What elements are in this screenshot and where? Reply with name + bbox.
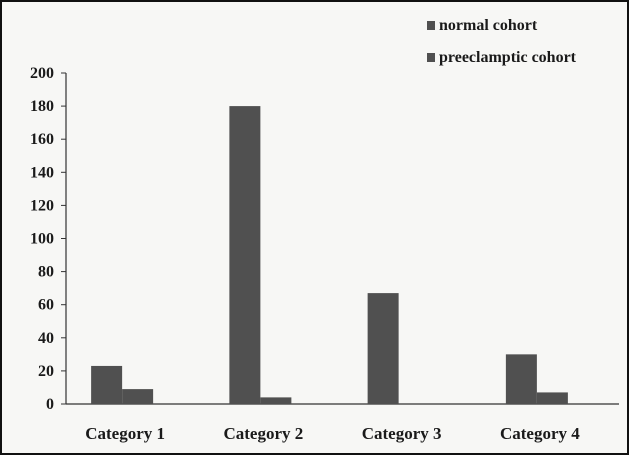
y-tick-label: 80	[38, 264, 54, 281]
bar-preeclamptic-2	[260, 397, 292, 404]
x-category-label: Category 3	[362, 424, 442, 443]
bars	[91, 106, 568, 404]
bar-normal-1	[91, 365, 123, 404]
bar-normal-2	[229, 106, 261, 404]
legend: normal cohort preeclamptic cohort	[427, 17, 577, 66]
legend-swatch	[427, 21, 435, 30]
legend-label: normal cohort	[439, 17, 538, 34]
x-category-label: Category 4	[500, 424, 580, 443]
y-tick-label: 60	[38, 297, 54, 314]
legend-label: preeclamptic cohort	[439, 49, 577, 66]
y-tick-label: 200	[30, 65, 54, 82]
x-axis-categories: Category 1 Category 2 Category 3 Category 4	[85, 424, 580, 443]
y-tick-label: 160	[30, 131, 54, 148]
y-tick-label: 100	[30, 231, 54, 248]
y-tick-label: 40	[38, 330, 54, 347]
x-category-label: Category 1	[85, 424, 165, 443]
y-tick-label: 120	[30, 197, 54, 214]
bar-normal-3	[367, 293, 399, 404]
bar-normal-4	[505, 354, 537, 404]
bar-preeclamptic-4	[536, 392, 568, 404]
x-category-label: Category 2	[223, 424, 303, 443]
y-tick-label: 180	[30, 98, 54, 115]
y-tick-label: 20	[38, 363, 54, 380]
bar-preeclamptic-1	[122, 389, 154, 404]
y-tick-label: 0	[46, 396, 54, 413]
legend-swatch	[427, 53, 435, 62]
y-axis-ticks: 0 20 40 60 80 100 120 140 160 180 200	[30, 65, 66, 413]
y-tick-label: 140	[30, 164, 54, 181]
